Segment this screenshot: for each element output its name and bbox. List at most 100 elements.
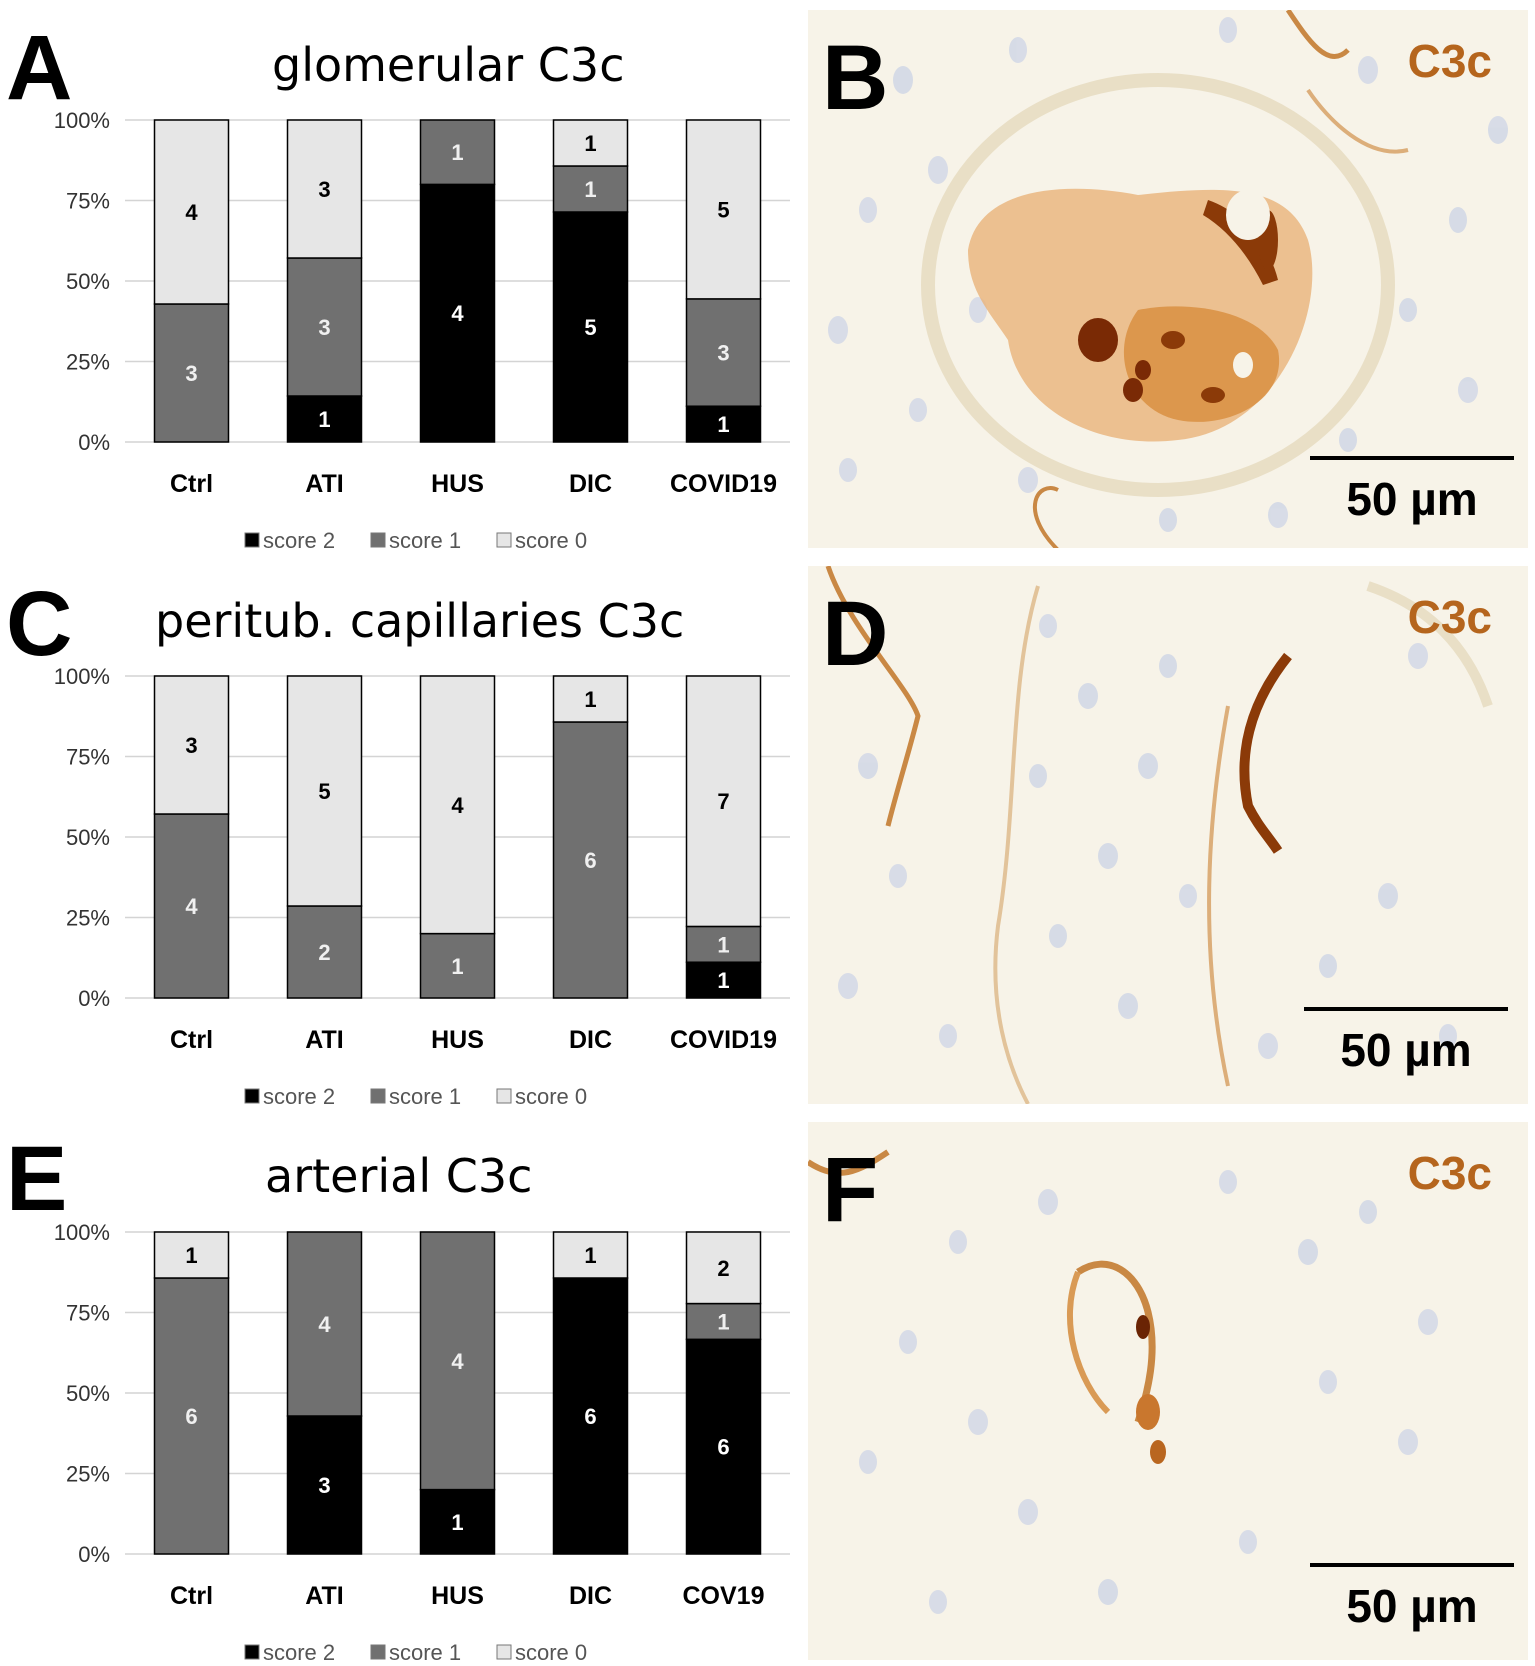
y-tick-label: 0% (78, 1542, 110, 1567)
data-label: 1 (451, 140, 463, 165)
micrograph-artery-image: C3c 50 µm (808, 1122, 1528, 1660)
micrograph-artery: C3c 50 µm (808, 1122, 1528, 1660)
data-label: 5 (318, 779, 330, 804)
x-category-label: Ctrl (170, 1026, 213, 1054)
y-tick-label: 25% (66, 906, 110, 931)
data-label: 5 (584, 315, 596, 340)
legend-label: score 1 (389, 1640, 461, 1665)
x-category-label: ATI (305, 1026, 343, 1054)
bar-segment-score-0 (153, 119, 230, 305)
legend-label: score 0 (515, 1640, 587, 1665)
data-label: 1 (318, 407, 330, 432)
bar-segment-score-0 (685, 675, 762, 928)
micrograph-glomerulus: C3c 50 µm (808, 10, 1528, 548)
x-category-label: HUS (431, 470, 484, 498)
scale-label-d: 50 µm (1340, 1024, 1471, 1076)
chart-title-peritubular: peritub. capillaries C3c (155, 594, 685, 648)
data-label: 5 (717, 197, 729, 222)
data-label: 6 (584, 1404, 596, 1429)
y-tick-label: 0% (78, 986, 110, 1011)
data-label: 1 (451, 954, 463, 979)
data-label: 6 (584, 848, 596, 873)
panel-letter-a: A (6, 17, 73, 119)
data-label: 3 (185, 361, 197, 386)
y-tick-label: 100% (54, 1220, 110, 1245)
x-category-label: HUS (431, 1026, 484, 1054)
bar-segment-score-0 (286, 675, 363, 907)
legend-label: score 1 (389, 528, 461, 553)
legend-swatch (370, 532, 386, 548)
data-label: 4 (451, 793, 464, 818)
data-label: 1 (185, 1243, 197, 1268)
bar-segment-score-2 (685, 405, 762, 443)
bar-segment-score-0 (419, 675, 496, 935)
bar-segment-score-0 (153, 675, 230, 815)
bar-segment-score-1 (286, 257, 363, 397)
bar-segment-score-1 (286, 1231, 363, 1417)
y-tick-label: 100% (54, 108, 110, 133)
x-category-label: Ctrl (170, 470, 213, 498)
bar-segment-score-1 (685, 298, 762, 407)
data-label: 3 (318, 315, 330, 340)
legend-swatch (244, 1088, 260, 1104)
y-tick-label: 75% (66, 189, 110, 214)
x-category-label: Ctrl (170, 1582, 213, 1610)
data-label: 1 (717, 412, 729, 437)
bar-segment-score-0 (552, 119, 629, 167)
x-category-label: COVID19 (670, 470, 777, 498)
x-category-label: DIC (569, 470, 612, 498)
y-tick-label: 25% (66, 350, 110, 375)
panel-letter-b: B (822, 27, 889, 129)
bar-segment-score-1 (419, 1231, 496, 1491)
bar-segment-score-1 (552, 165, 629, 213)
legend-label: score 1 (389, 1084, 461, 1109)
data-label: 4 (185, 200, 198, 225)
bar-segment-score-1 (685, 925, 762, 963)
legend-swatch (496, 1088, 512, 1104)
legend-label: score 2 (263, 1084, 335, 1109)
bar-segment-score-0 (286, 119, 363, 259)
legend-swatch (244, 532, 260, 548)
data-label: 1 (717, 932, 729, 957)
panel-letter-d: D (822, 583, 889, 685)
legend-swatch (244, 1644, 260, 1660)
micrograph-peritubular: C3c 50 µm (808, 566, 1528, 1104)
bar-segment-score-1 (552, 721, 629, 999)
y-tick-label: 50% (66, 1381, 110, 1406)
data-label: 1 (584, 1243, 596, 1268)
x-category-label: HUS (431, 1582, 484, 1610)
bar-segment-score-2 (286, 395, 363, 443)
data-label: 3 (717, 341, 729, 366)
data-label: 1 (584, 687, 596, 712)
y-tick-label: 75% (66, 1301, 110, 1326)
bar-segment-score-1 (419, 119, 496, 186)
bar-segment-score-1 (286, 905, 363, 999)
scale-label-b: 50 µm (1346, 473, 1477, 525)
bar-segment-score-1 (153, 303, 230, 443)
data-label: 3 (318, 1473, 330, 1498)
data-label: 7 (717, 789, 729, 814)
scale-label-f: 50 µm (1346, 1580, 1477, 1632)
chart-peritubular-capillaries: 0% 25% 50% 75% 100% 4 3 Ctrl 2 5 ATI 1 4 HUS 6 1 DIC 1 1 7 C… (54, 664, 790, 1109)
data-label: 6 (185, 1404, 197, 1429)
legend-label: score 0 (515, 528, 587, 553)
y-tick-label: 0% (78, 430, 110, 455)
bar-segment-score-0 (685, 1231, 762, 1305)
panel-letter-e: E (6, 1128, 68, 1230)
legend-swatch (370, 1644, 386, 1660)
y-tick-label: 50% (66, 269, 110, 294)
micrograph-peritubular-image: C3c 50 µm (808, 566, 1528, 1104)
bar-segment-score-2 (685, 1338, 762, 1555)
chart-title-arterial: arterial C3c (265, 1149, 533, 1203)
x-category-label: COV19 (683, 1582, 765, 1610)
bar-segment-score-2 (552, 211, 629, 443)
x-category-label: DIC (569, 1026, 612, 1054)
data-label: 1 (584, 131, 596, 156)
y-tick-label: 50% (66, 825, 110, 850)
y-tick-label: 75% (66, 745, 110, 770)
data-label: 6 (717, 1435, 729, 1460)
bar-segment-score-0 (552, 675, 629, 723)
data-label: 4 (451, 301, 464, 326)
data-label: 2 (318, 940, 330, 965)
legend-swatch (370, 1088, 386, 1104)
